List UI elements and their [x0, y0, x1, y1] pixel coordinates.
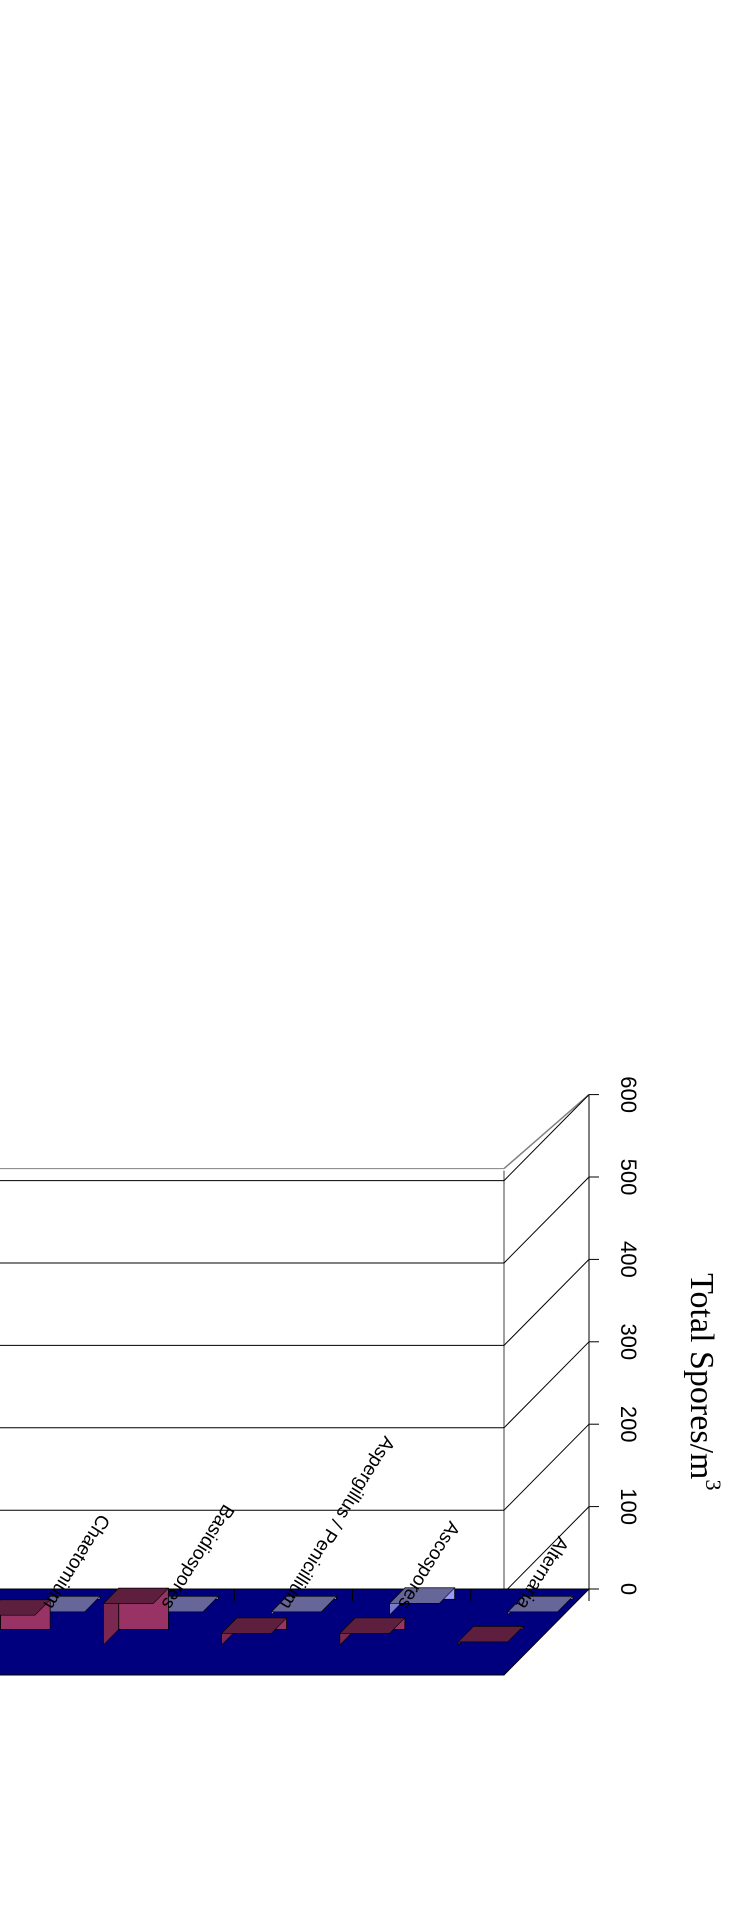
wall-top-edge: [504, 1095, 589, 1169]
y-tick-label: 300: [616, 1323, 641, 1360]
gridline-side: [504, 1424, 589, 1510]
gridline-side: [504, 1177, 589, 1263]
y-tick-label: 100: [616, 1488, 641, 1525]
gridline-side: [504, 1259, 589, 1345]
chart-bars: [0, 1163, 573, 1645]
gridline-side: [504, 1095, 589, 1181]
y-tick-label: 0: [616, 1583, 641, 1595]
y-tick-label: 400: [616, 1241, 641, 1278]
gridline-side: [504, 1342, 589, 1428]
y-axis-title: Total Spores/m3: [683, 1273, 726, 1490]
y-axis-title-superscript: 3: [701, 1479, 726, 1490]
y-tick-label: 200: [616, 1406, 641, 1443]
y-tick-label: 500: [616, 1159, 641, 1196]
y-axis-title-main: Total Spores/m: [683, 1273, 720, 1479]
y-axis: 0 100 200 300 400 500 600 Total Spores/m3: [589, 1076, 726, 1595]
x-label-aspergillus-penicillium: Aspergillus / Penicillium: [275, 1432, 399, 1612]
y-tick-label: 600: [616, 1076, 641, 1113]
